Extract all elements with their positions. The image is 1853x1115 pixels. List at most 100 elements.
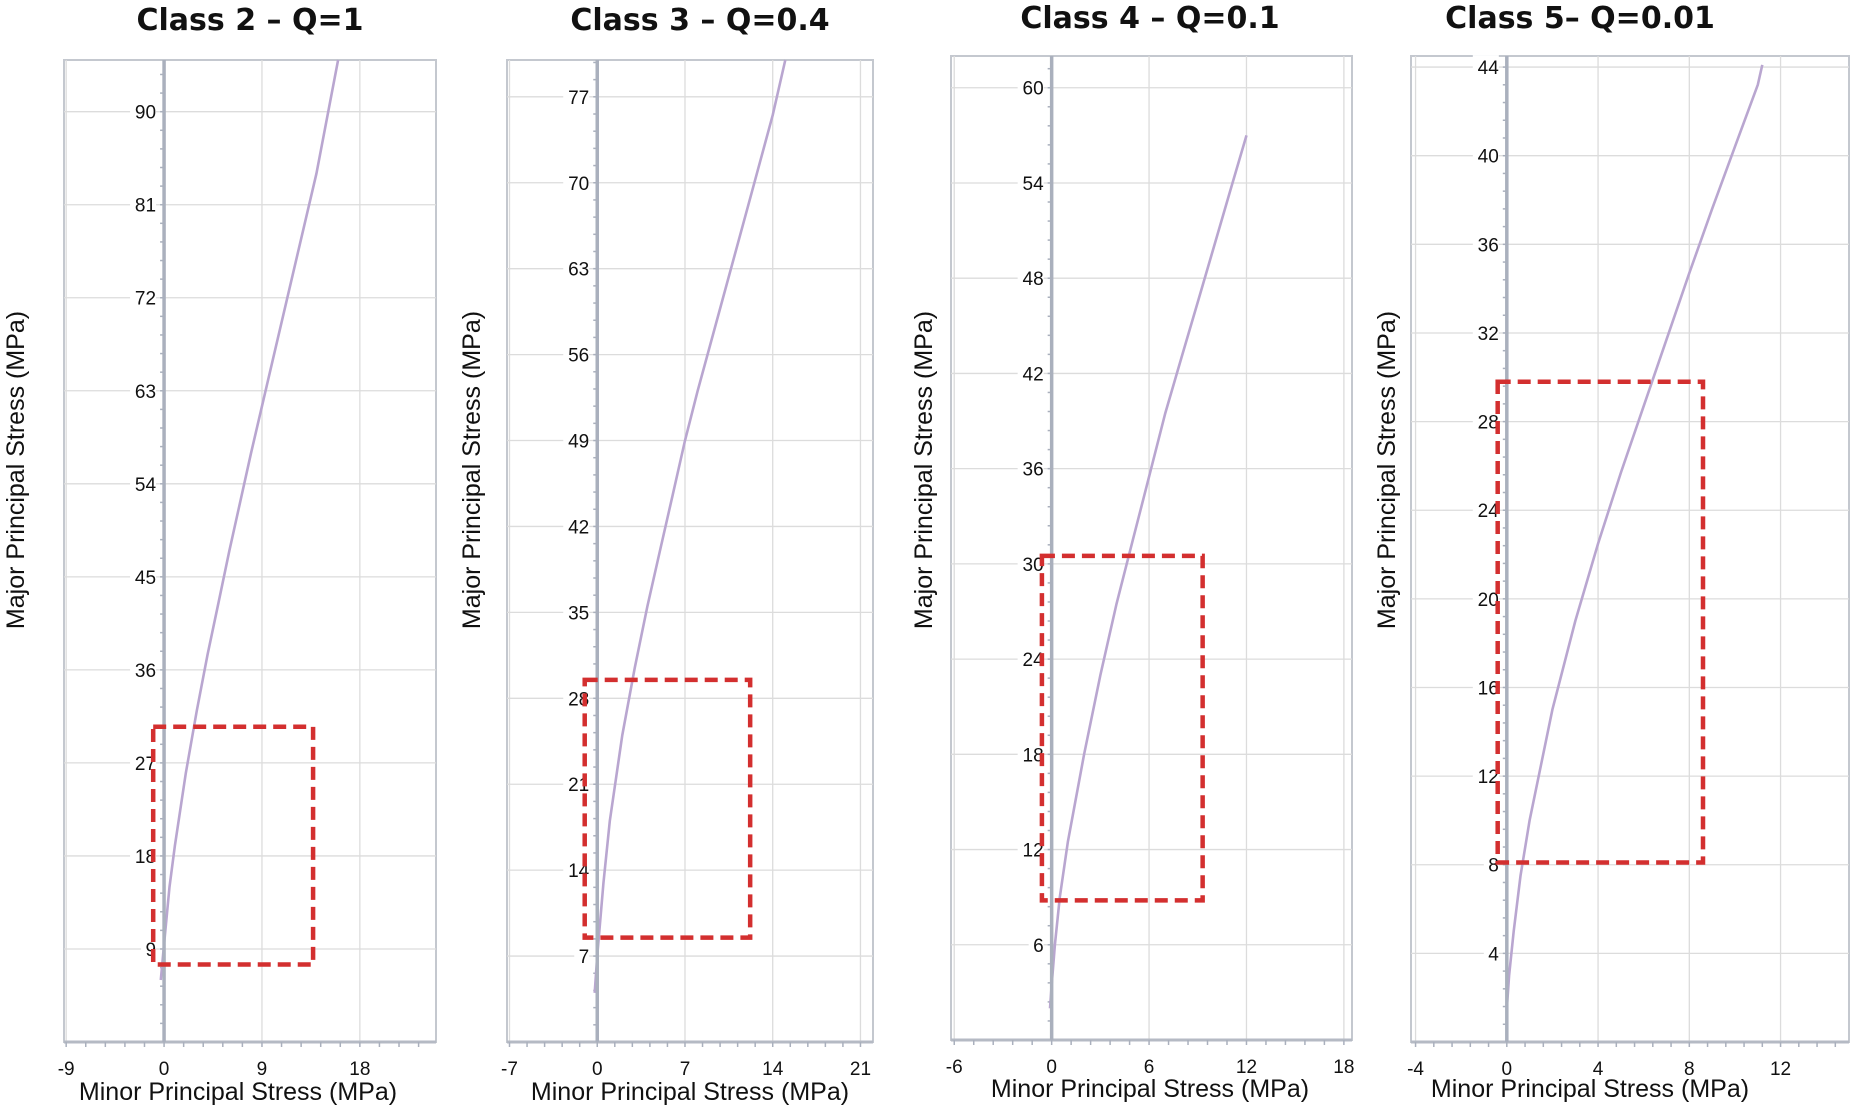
y-tick-label: 56 — [568, 346, 589, 367]
chart-panel-class-4: -6 0 6 12 18 6 12 18 24 30 36 42 48 54 60 Class 4 – Q=0… — [910, 1, 1354, 1103]
y-tick-label-bg — [1472, 409, 1499, 432]
y-tick-label-bg — [130, 378, 157, 401]
y-tick-label-bg — [1472, 498, 1499, 521]
x-tick-label: 0 — [159, 1059, 170, 1080]
highlight-zone-rectangle — [1039, 553, 1205, 903]
y-axis-title: Major Principal Stress (MPa) — [910, 311, 938, 629]
y-tick-label-bg — [1017, 742, 1044, 765]
y-tick-label-bg — [1017, 75, 1044, 98]
y-tick-label-bg — [563, 428, 590, 451]
y-tick-label-bg — [130, 657, 157, 680]
y-tick-label: 4 — [1488, 944, 1499, 965]
y-tick-label: 54 — [135, 475, 157, 496]
y-tick-label: 12 — [1023, 841, 1044, 862]
y-tick-label: 9 — [145, 940, 156, 961]
chart-title: Class 4 – Q=0.1 — [1020, 1, 1279, 36]
y-tick-label-bg — [563, 600, 590, 623]
y-tick-label-bg — [1017, 456, 1044, 479]
x-tick-label: 7 — [680, 1059, 691, 1080]
x-tick-label: 6 — [1144, 1057, 1155, 1078]
plot-area — [1410, 55, 1850, 1043]
y-tick-label: 28 — [1478, 413, 1499, 434]
x-tick-label: -6 — [946, 1057, 963, 1078]
y-tick-label: 18 — [135, 847, 156, 868]
x-tick-label: -7 — [501, 1059, 518, 1080]
y-axis-title: Major Principal Stress (MPa) — [458, 311, 486, 629]
x-axis-title: Minor Principal Stress (MPa) — [531, 1078, 849, 1106]
x-tick-label: 9 — [257, 1059, 268, 1080]
x-tick-label: 18 — [349, 1059, 370, 1080]
chart-title: Class 3 – Q=0.4 — [570, 3, 829, 38]
y-tick-label-bg — [1017, 266, 1044, 289]
y-tick-label: 36 — [135, 661, 156, 682]
y-tick-label: 24 — [1023, 650, 1045, 671]
y-tick-label-bg — [563, 84, 590, 107]
y-tick-label: 72 — [135, 289, 156, 310]
x-tick-label: 21 — [850, 1059, 871, 1080]
x-tick-label: 0 — [592, 1059, 603, 1080]
y-tick-label-bg — [1028, 932, 1044, 955]
highlight-zone-rectangle — [582, 677, 753, 940]
y-tick-label: 63 — [135, 382, 156, 403]
y-tick-label-bg — [1017, 361, 1044, 384]
y-tick-label-bg — [130, 192, 157, 215]
y-tick-label-bg — [563, 256, 590, 279]
highlight-zone-rectangle — [1495, 379, 1706, 865]
y-tick-label-bg — [1017, 837, 1044, 860]
y-tick-label: 60 — [1023, 79, 1044, 100]
y-tick-label-bg — [130, 99, 157, 122]
y-tick-label-bg — [1483, 941, 1499, 964]
x-tick-label: 14 — [762, 1059, 784, 1080]
y-tick-label: 81 — [135, 196, 156, 217]
y-tick-label-bg — [563, 342, 590, 365]
chart-panel-class-5: -4 0 4 8 12 4 8 12 16 20 24 28 32 36 40 44 Class 5– Q=0.… — [1373, 1, 1850, 1103]
y-tick-label: 40 — [1478, 147, 1499, 168]
y-tick-label-bg — [1017, 551, 1044, 574]
y-tick-label-bg — [1017, 647, 1044, 670]
y-tick-label-bg — [130, 750, 157, 773]
x-tick-label: -9 — [58, 1059, 75, 1080]
y-tick-label: 12 — [1478, 767, 1499, 788]
y-tick-label-bg — [1472, 764, 1499, 787]
y-tick-label: 30 — [1023, 555, 1044, 576]
y-tick-label: 35 — [568, 603, 589, 624]
x-axis-title: Minor Principal Stress (MPa) — [79, 1078, 397, 1106]
y-tick-label: 44 — [1478, 58, 1500, 79]
y-axis-title: Major Principal Stress (MPa) — [2, 311, 30, 629]
y-tick-label: 77 — [568, 88, 589, 109]
y-tick-label: 18 — [1023, 745, 1044, 766]
x-tick-label: 12 — [1236, 1057, 1257, 1078]
y-tick-label: 20 — [1478, 590, 1499, 611]
y-tick-label: 24 — [1478, 501, 1500, 522]
y-tick-label: 49 — [568, 432, 589, 453]
y-tick-label: 36 — [1478, 235, 1499, 256]
plot-area — [63, 59, 437, 1043]
y-tick-label: 7 — [579, 947, 590, 968]
x-tick-label: 0 — [1502, 1059, 1513, 1080]
y-tick-label: 63 — [568, 260, 589, 281]
y-tick-label: 70 — [568, 174, 589, 195]
y-tick-label-bg — [1472, 55, 1499, 78]
y-tick-label-bg — [574, 944, 590, 967]
x-tick-label: 4 — [1593, 1059, 1604, 1080]
y-tick-label-bg — [563, 514, 590, 537]
x-tick-label: -4 — [1407, 1059, 1424, 1080]
y-tick-label: 42 — [568, 517, 589, 538]
failure-envelope-line — [593, 59, 787, 993]
failure-envelope-line — [159, 59, 340, 981]
y-tick-label: 36 — [1023, 460, 1044, 481]
chart-panel-class-2: -9 0 9 18 9 18 27 36 45 54 63 72 81 90 Class 2 – Q=1 Mi… — [2, 3, 437, 1106]
x-axis-title: Minor Principal Stress (MPa) — [991, 1075, 1309, 1103]
chart-title: Class 2 – Q=1 — [137, 3, 364, 38]
y-tick-label: 54 — [1023, 174, 1045, 195]
y-tick-label-bg — [1472, 143, 1499, 166]
failure-envelope-line — [1505, 64, 1764, 1009]
y-tick-label: 16 — [1478, 678, 1499, 699]
y-tick-label: 48 — [1023, 269, 1044, 290]
y-tick-label-bg — [1483, 852, 1499, 875]
y-tick-label-bg — [130, 471, 157, 494]
y-tick-label-bg — [130, 843, 157, 866]
failure-envelope-line — [1048, 135, 1248, 1009]
y-tick-label: 6 — [1033, 936, 1044, 957]
x-tick-label: 0 — [1046, 1057, 1057, 1078]
